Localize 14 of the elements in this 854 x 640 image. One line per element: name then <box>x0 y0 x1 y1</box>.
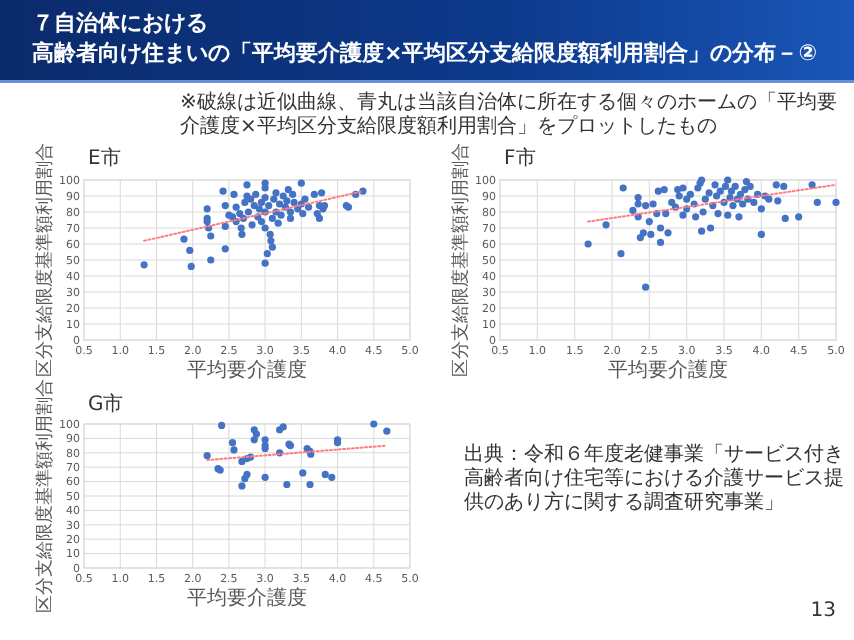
y-axis-title: 区分支給限度基準額利用割合 <box>450 143 472 377</box>
text: 13 <box>808 600 836 624</box>
y-axis-title: 区分支給限度基準額利用割合 <box>34 143 56 377</box>
text: ７自治体における <box>32 10 210 36</box>
source-note: 出典：令和６年度老健事業「サービス付き高齢者向け住宅等における介護サービス提供のあり方に関する調査研究事業」 <box>464 444 844 516</box>
text: 高齢者向け住まいの「平均要介護度×平均区分支給限度額利用割合」の分布－② <box>32 40 820 66</box>
chart-title: F市 <box>504 146 536 170</box>
x-axis-title: 平均要介護度 <box>187 358 307 382</box>
text: ※破線は近似曲線、青丸は当該自治体に所在する個々のホームの「平均要介護度×平均区分支給限度額利用割合」をプロットしたもの <box>180 92 839 140</box>
x-axis-title: 平均要介護度 <box>187 586 307 610</box>
chart-title: G市 <box>88 392 124 416</box>
x-axis-title: 平均要介護度 <box>608 358 728 382</box>
chart-title: E市 <box>88 146 121 170</box>
y-axis-title: 区分支給限度基準額利用割合 <box>34 379 56 613</box>
